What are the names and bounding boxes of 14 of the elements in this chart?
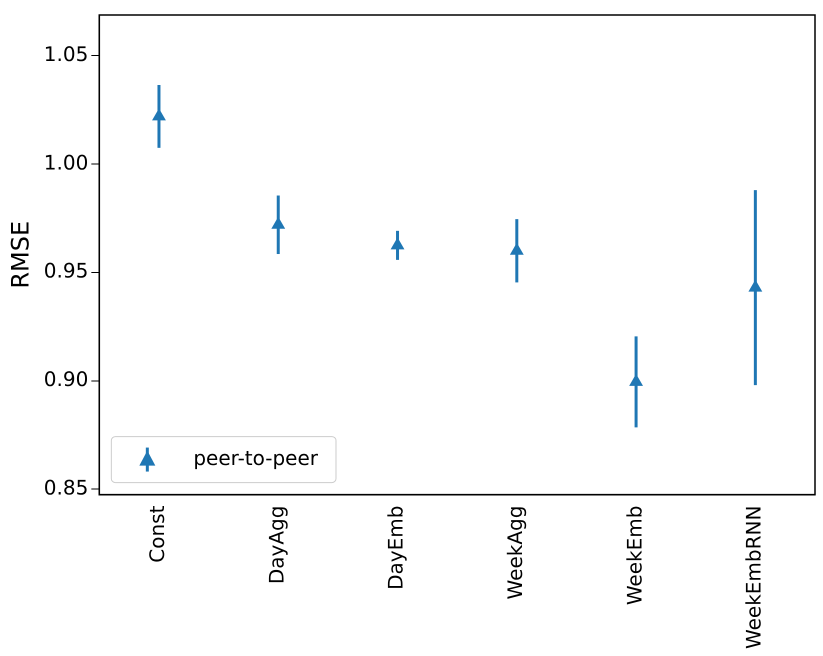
point — [748, 280, 762, 292]
x-tick-label: DayEmb — [384, 506, 408, 590]
x-tick-label: WeekEmb — [622, 506, 646, 606]
x-tick-label: DayAgg — [264, 506, 288, 584]
y-tick-label: 1.00 — [44, 150, 88, 174]
y-tick-label: 0.95 — [44, 258, 88, 283]
y-tick-label: 1.05 — [44, 42, 88, 66]
y-tick-label: 0.85 — [44, 475, 88, 500]
x-tick-label: WeekAgg — [503, 506, 528, 600]
y-axis-title: RMSE — [6, 220, 35, 289]
x-tick-label: WeekEmbRNN — [742, 506, 766, 650]
legend-label: peer-to-peer — [193, 446, 319, 470]
x-tick-label: Const — [145, 505, 170, 563]
y-tick-label: 0.90 — [44, 367, 88, 392]
